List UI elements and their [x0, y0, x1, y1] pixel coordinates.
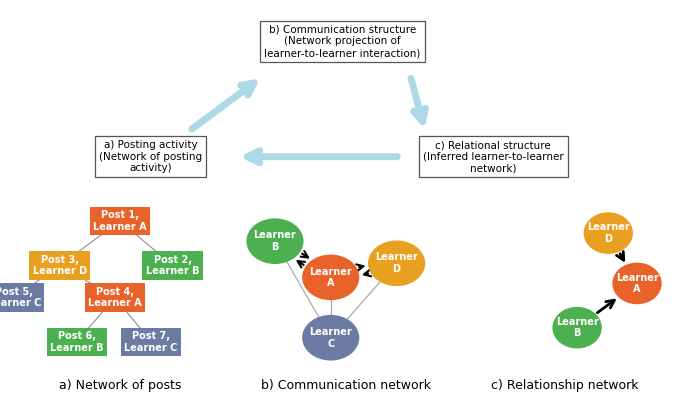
- Text: Learner
A: Learner A: [616, 273, 658, 294]
- Text: Learner
B: Learner B: [253, 230, 297, 252]
- Text: Post 2,
Learner B: Post 2, Learner B: [146, 254, 199, 276]
- Text: Learner
D: Learner D: [587, 222, 630, 244]
- Text: Post 6,
Learner B: Post 6, Learner B: [50, 331, 103, 352]
- Circle shape: [303, 316, 359, 360]
- Text: Post 7,
Learner C: Post 7, Learner C: [125, 331, 177, 352]
- Text: a) Posting activity
(Network of posting
activity): a) Posting activity (Network of posting …: [99, 140, 202, 173]
- Text: Learner
C: Learner C: [310, 327, 352, 349]
- Text: Post 4,
Learner A: Post 4, Learner A: [88, 287, 142, 308]
- Text: Post 3,
Learner D: Post 3, Learner D: [33, 254, 87, 276]
- Text: Learner
B: Learner B: [556, 317, 599, 339]
- Text: Learner
A: Learner A: [310, 266, 352, 288]
- Text: b) Communication network: b) Communication network: [261, 380, 431, 393]
- Text: Post 5,
Learner C: Post 5, Learner C: [0, 287, 41, 308]
- Circle shape: [247, 219, 303, 263]
- Circle shape: [613, 263, 661, 303]
- Circle shape: [303, 255, 359, 300]
- Text: a) Network of posts: a) Network of posts: [59, 380, 181, 393]
- Text: Post 1,
Learner A: Post 1, Learner A: [93, 210, 147, 232]
- Circle shape: [553, 308, 601, 348]
- Text: c) Relationship network: c) Relationship network: [491, 380, 639, 393]
- Text: Learner
D: Learner D: [375, 253, 418, 274]
- Circle shape: [584, 213, 632, 253]
- Text: b) Communication structure
(Network projection of
learner-to-learner interaction: b) Communication structure (Network proj…: [264, 25, 421, 58]
- Text: c) Relational structure
(Inferred learner-to-learner
network): c) Relational structure (Inferred learne…: [423, 140, 564, 173]
- Circle shape: [369, 241, 425, 285]
